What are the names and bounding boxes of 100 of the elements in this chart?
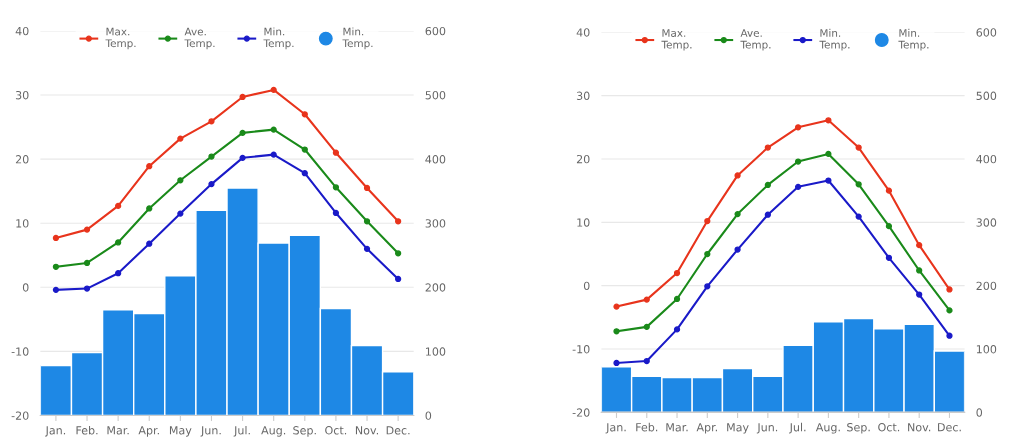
point — [83, 285, 91, 292]
point — [885, 187, 893, 194]
point — [734, 210, 741, 218]
x-tick-label: Jan. — [45, 426, 66, 437]
point — [825, 177, 832, 184]
point — [83, 226, 91, 233]
point — [613, 359, 620, 367]
y2-tick-label: 200 — [425, 283, 446, 292]
point — [177, 210, 184, 217]
point — [764, 211, 771, 218]
y-tick-label: -10 — [572, 345, 590, 354]
x-tick-label: Oct. — [878, 423, 900, 432]
y2-tick-label: 600 — [425, 26, 446, 36]
y-tick-label: 40 — [576, 28, 590, 37]
y-tick-label: -20 — [11, 411, 29, 420]
point — [83, 259, 91, 267]
point — [885, 254, 893, 261]
point — [395, 250, 402, 257]
point — [916, 242, 923, 249]
x-tick-label: Jul. — [233, 425, 250, 437]
point — [825, 117, 832, 124]
point — [208, 180, 215, 188]
point — [52, 234, 60, 242]
point — [239, 154, 246, 161]
point — [363, 184, 371, 192]
y-tick-label: 10 — [16, 219, 29, 228]
point — [301, 146, 308, 153]
y-tick-label: -20 — [572, 408, 590, 417]
point — [825, 150, 832, 158]
point — [734, 246, 741, 253]
point — [270, 126, 277, 133]
y2-tick-label: 400 — [976, 154, 997, 164]
point — [208, 118, 215, 125]
point — [916, 267, 923, 274]
y-tick-label: 20 — [576, 154, 590, 164]
y-tick-label: 30 — [576, 91, 590, 100]
point — [946, 307, 953, 314]
point — [764, 144, 771, 151]
x-tick-label: May — [169, 426, 192, 437]
legend-label: Min. Temp. — [898, 28, 929, 51]
y2-tick-label: 600 — [976, 28, 997, 37]
point — [855, 213, 862, 220]
legend-label: Min. Temp. — [342, 27, 373, 50]
point — [146, 205, 153, 212]
point — [734, 172, 741, 179]
x-tick-label: Jul. — [789, 422, 806, 434]
y-tick-label: 10 — [577, 218, 590, 227]
y2-tick-label: 300 — [976, 218, 997, 227]
point — [855, 181, 862, 188]
point — [115, 202, 122, 210]
y-tick-label: -10 — [11, 347, 29, 356]
y2-tick-label: 200 — [976, 281, 997, 291]
point — [794, 183, 802, 190]
point — [764, 181, 771, 189]
x-tick-label: Nov. — [908, 423, 931, 432]
point — [946, 286, 953, 293]
point — [613, 303, 620, 310]
y2-tick-label: 0 — [976, 408, 983, 417]
y2-tick-label: 100 — [976, 345, 997, 354]
legend-label: Ave. Temp. — [184, 27, 215, 50]
point — [916, 291, 923, 298]
x-tick-label: Feb. — [76, 425, 98, 435]
point — [115, 239, 122, 246]
x-tick-label: Sep. — [293, 426, 316, 437]
point — [301, 170, 308, 177]
point — [239, 93, 246, 101]
x-tick-label: Sep. — [847, 423, 870, 434]
legend-label: Max. Temp. — [661, 29, 692, 51]
point — [239, 129, 246, 136]
point — [146, 240, 153, 247]
y2-tick-label: 400 — [425, 155, 446, 164]
point — [673, 269, 681, 277]
point — [177, 177, 184, 184]
legend-label: Max. Temp. — [105, 27, 136, 50]
x-tick-label: Dec. — [386, 426, 410, 435]
y2-tick-label: 0 — [425, 411, 432, 420]
x-tick-label: Nov. — [355, 426, 378, 435]
point — [885, 223, 893, 230]
point — [363, 218, 371, 225]
x-tick-label: Jun. — [200, 426, 221, 437]
x-tick-label: Dec. — [938, 423, 961, 432]
point — [52, 263, 60, 270]
point — [643, 296, 650, 303]
point — [208, 153, 215, 160]
y2-tick-label: 300 — [425, 219, 446, 228]
point — [704, 250, 711, 258]
x-tick-label: Oct. — [325, 426, 347, 435]
point — [855, 144, 862, 151]
x-tick-label: Mar. — [107, 426, 129, 435]
legend-label: Min. Temp. — [819, 28, 850, 51]
point — [794, 124, 802, 131]
point — [52, 286, 60, 293]
x-tick-label: Aug. — [261, 426, 286, 437]
y-tick-label: 0 — [583, 281, 590, 291]
y2-tick-label: 500 — [976, 91, 997, 100]
y-tick-label: 40 — [15, 26, 29, 36]
point — [643, 323, 650, 330]
y2-tick-label: 500 — [425, 91, 446, 100]
legend-label: Min. Temp. — [263, 27, 294, 50]
x-tick-label: Aug. — [815, 423, 840, 434]
